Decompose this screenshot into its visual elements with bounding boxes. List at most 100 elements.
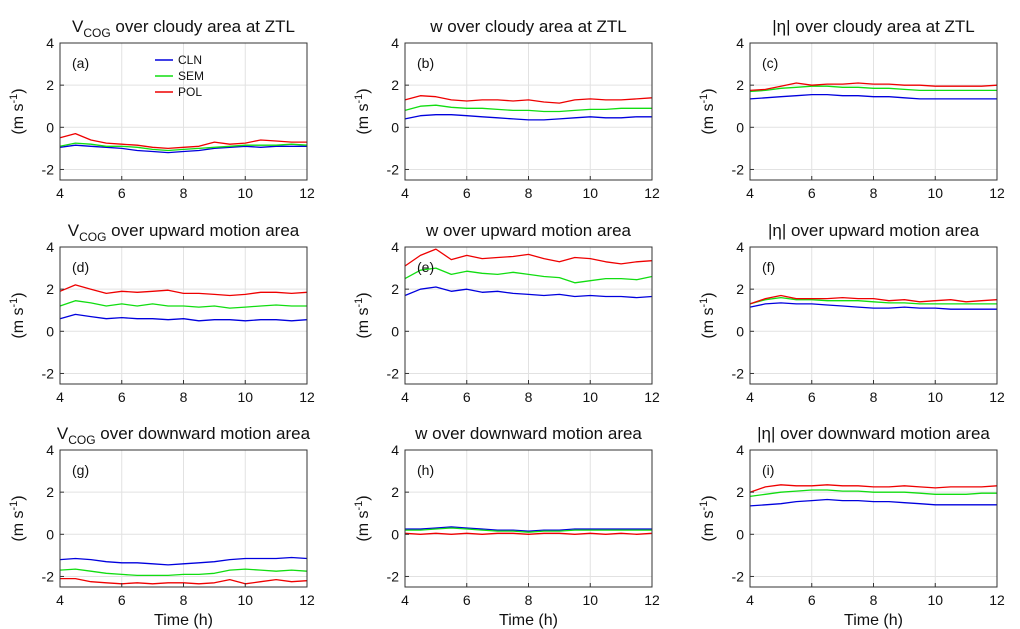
x-tick-label: 12 bbox=[644, 592, 660, 608]
chart-panel: 4 6 8 10 12 -2 0 2 4 (f) |η| over upward motion ar… bbox=[698, 221, 1005, 405]
x-tick-label: 4 bbox=[746, 592, 754, 608]
panel-title: VCOG over cloudy area at ZTL bbox=[72, 17, 295, 40]
y-axis-label: (m s-1) bbox=[353, 88, 372, 134]
ylabel-superscript: -1 bbox=[353, 501, 365, 511]
chart-panel: 4 6 8 10 12 -2 0 2 4 (h) w over downward motion ar… bbox=[353, 424, 660, 629]
x-tick-label: 6 bbox=[808, 185, 816, 201]
chart-panel: 4 6 8 10 12 -2 0 2 4 (c) |η| over cloudy area at Z… bbox=[698, 17, 1005, 201]
ylabel-superscript: -1 bbox=[698, 94, 710, 104]
series-line-pol bbox=[59, 284, 308, 297]
panel-title: VCOG over upward motion area bbox=[68, 221, 300, 244]
y-tick-label: 0 bbox=[736, 323, 744, 339]
series-line-pol bbox=[59, 132, 307, 150]
x-tick-label: 8 bbox=[180, 185, 188, 201]
y-tick-label: -2 bbox=[732, 568, 745, 584]
x-tick-label: 8 bbox=[870, 185, 878, 201]
panel-label: (e) bbox=[417, 259, 434, 275]
series-line-pol bbox=[749, 294, 998, 305]
ylabel-part: ) bbox=[700, 292, 717, 297]
x-tick-label: 6 bbox=[808, 592, 816, 608]
ylabel-superscript: -1 bbox=[698, 501, 710, 511]
y-tick-label: 4 bbox=[391, 35, 399, 51]
panel-label: (b) bbox=[417, 55, 434, 71]
chart-panel: 4 6 8 10 12 -2 0 2 4 (a) VCOG over cloudy area at … bbox=[8, 17, 315, 201]
x-tick-label: 6 bbox=[118, 389, 126, 405]
x-tick-label: 8 bbox=[870, 389, 878, 405]
panel-label: (h) bbox=[417, 462, 434, 478]
y-tick-label: 0 bbox=[391, 119, 399, 135]
x-axis-label: Time (h) bbox=[499, 612, 558, 629]
legend-entry: CLN bbox=[178, 53, 202, 67]
x-tick-label: 8 bbox=[525, 389, 533, 405]
series-line-cln bbox=[749, 302, 997, 310]
y-tick-label: 2 bbox=[391, 484, 399, 500]
ylabel-part: (m s bbox=[10, 104, 27, 135]
series-line-pol bbox=[404, 532, 653, 535]
chart-panel: 4 6 8 10 12 -2 0 2 4 (d) VCOG over upward motion a… bbox=[8, 221, 315, 405]
ylabel-superscript: -1 bbox=[8, 501, 20, 511]
ylabel-part: ) bbox=[10, 495, 27, 500]
series-line-pol bbox=[404, 95, 653, 104]
ylabel-part: ) bbox=[355, 495, 372, 500]
x-tick-label: 4 bbox=[401, 389, 409, 405]
series-line-pol bbox=[60, 577, 308, 585]
y-tick-label: 2 bbox=[46, 77, 54, 93]
x-tick-label: 8 bbox=[180, 389, 188, 405]
y-axis-label: (m s-1) bbox=[698, 88, 717, 134]
series-line-sem bbox=[749, 85, 997, 93]
x-tick-label: 12 bbox=[989, 389, 1005, 405]
y-tick-label: -2 bbox=[732, 365, 745, 381]
x-tick-label: 6 bbox=[463, 389, 471, 405]
y-tick-label: 0 bbox=[46, 526, 54, 542]
title-part: over upward motion area bbox=[106, 221, 299, 240]
x-tick-label: 10 bbox=[582, 592, 598, 608]
x-tick-label: 6 bbox=[808, 389, 816, 405]
x-tick-label: 6 bbox=[463, 185, 471, 201]
ylabel-part: (m s bbox=[355, 511, 372, 542]
series-line-sem bbox=[749, 489, 997, 498]
legend-entry: POL bbox=[178, 85, 202, 99]
x-tick-label: 6 bbox=[118, 185, 126, 201]
x-tick-label: 10 bbox=[237, 389, 253, 405]
x-tick-label: 12 bbox=[299, 592, 315, 608]
x-tick-label: 6 bbox=[118, 592, 126, 608]
title-subscript: COG bbox=[68, 433, 95, 447]
ylabel-part: (m s bbox=[10, 511, 27, 542]
y-tick-label: -2 bbox=[387, 161, 400, 177]
ylabel-superscript: -1 bbox=[353, 94, 365, 104]
x-tick-label: 4 bbox=[746, 185, 754, 201]
y-tick-label: -2 bbox=[732, 161, 745, 177]
y-tick-label: 4 bbox=[46, 442, 54, 458]
y-tick-label: 2 bbox=[46, 484, 54, 500]
x-tick-label: 12 bbox=[299, 185, 315, 201]
x-axis-label: Time (h) bbox=[154, 612, 213, 629]
y-axis-label: (m s-1) bbox=[8, 292, 27, 338]
y-tick-label: 2 bbox=[736, 281, 744, 297]
y-axis-label: (m s-1) bbox=[353, 292, 372, 338]
y-tick-label: 0 bbox=[736, 526, 744, 542]
legend-entry: SEM bbox=[178, 69, 204, 83]
title-subscript: COG bbox=[79, 230, 106, 244]
y-tick-label: -2 bbox=[42, 568, 55, 584]
ylabel-superscript: -1 bbox=[8, 94, 20, 104]
panel-label: (c) bbox=[762, 55, 778, 71]
ylabel-part: ) bbox=[700, 495, 717, 500]
panel-title: VCOG over downward motion area bbox=[57, 424, 311, 447]
chart-panel: 4 6 8 10 12 -2 0 2 4 (b) w over cloudy area at ZTL… bbox=[353, 17, 660, 201]
y-tick-label: 2 bbox=[391, 281, 399, 297]
y-tick-label: 0 bbox=[391, 526, 399, 542]
x-tick-label: 4 bbox=[746, 389, 754, 405]
panel-title: |η| over downward motion area bbox=[757, 424, 990, 443]
y-tick-label: 0 bbox=[46, 119, 54, 135]
ylabel-superscript: -1 bbox=[698, 298, 710, 308]
chart-panel: 4 6 8 10 12 -2 0 2 4 (i) |η| over downward motion … bbox=[698, 424, 1005, 629]
y-tick-label: 4 bbox=[736, 239, 744, 255]
y-tick-label: 0 bbox=[46, 323, 54, 339]
y-axis-label: (m s-1) bbox=[698, 292, 717, 338]
ylabel-part: (m s bbox=[355, 104, 372, 135]
title-part: V bbox=[68, 221, 80, 240]
series-line-cln bbox=[749, 498, 997, 507]
ylabel-part: ) bbox=[10, 292, 27, 297]
ylabel-superscript: -1 bbox=[8, 298, 20, 308]
x-tick-label: 8 bbox=[525, 592, 533, 608]
